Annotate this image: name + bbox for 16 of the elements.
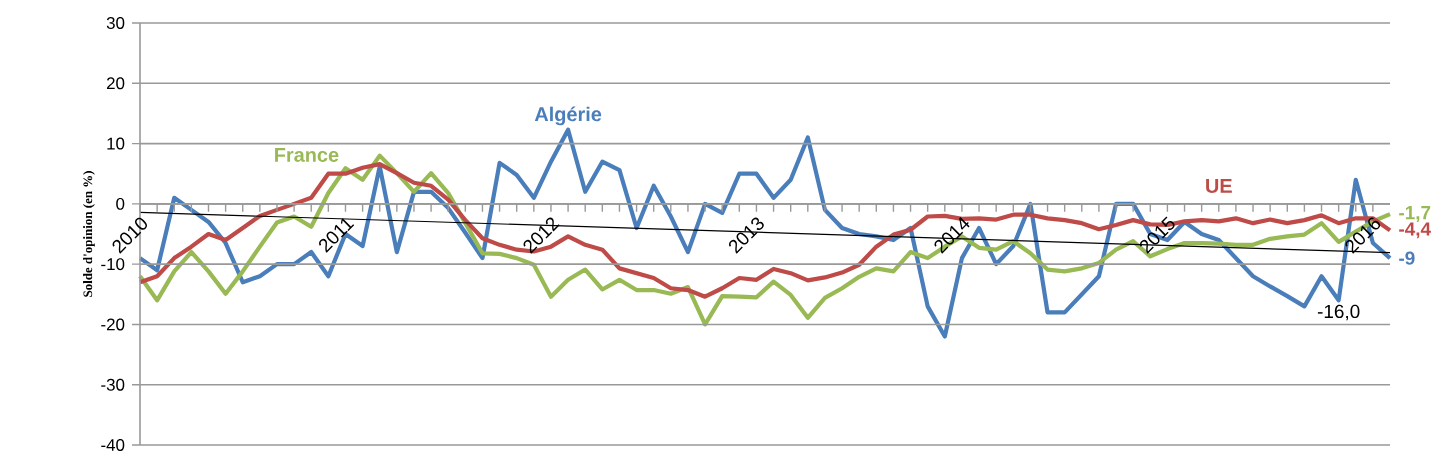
y-tick-label: 10 xyxy=(107,137,125,150)
y-axis-title: Solde d'opinion (en %) xyxy=(83,171,95,297)
y-tick-label: -10 xyxy=(101,258,125,271)
y-tick-label: 0 xyxy=(116,197,125,210)
annotation: -1,7 xyxy=(1399,206,1431,223)
annotation: -9 xyxy=(1399,251,1415,265)
y-tick-label: -20 xyxy=(101,318,125,331)
y-tick-label: 20 xyxy=(106,77,125,90)
annotation: -4,4 xyxy=(1399,222,1431,239)
y-tick-label: -30 xyxy=(101,378,125,391)
annotation: -16,0 xyxy=(1317,304,1360,321)
series-label: Algérie xyxy=(534,106,602,126)
series-label: UE xyxy=(1206,179,1232,193)
series-label: France xyxy=(275,147,339,162)
y-tick-label: 30 xyxy=(106,17,125,29)
y-tick-label: -40 xyxy=(101,439,125,451)
